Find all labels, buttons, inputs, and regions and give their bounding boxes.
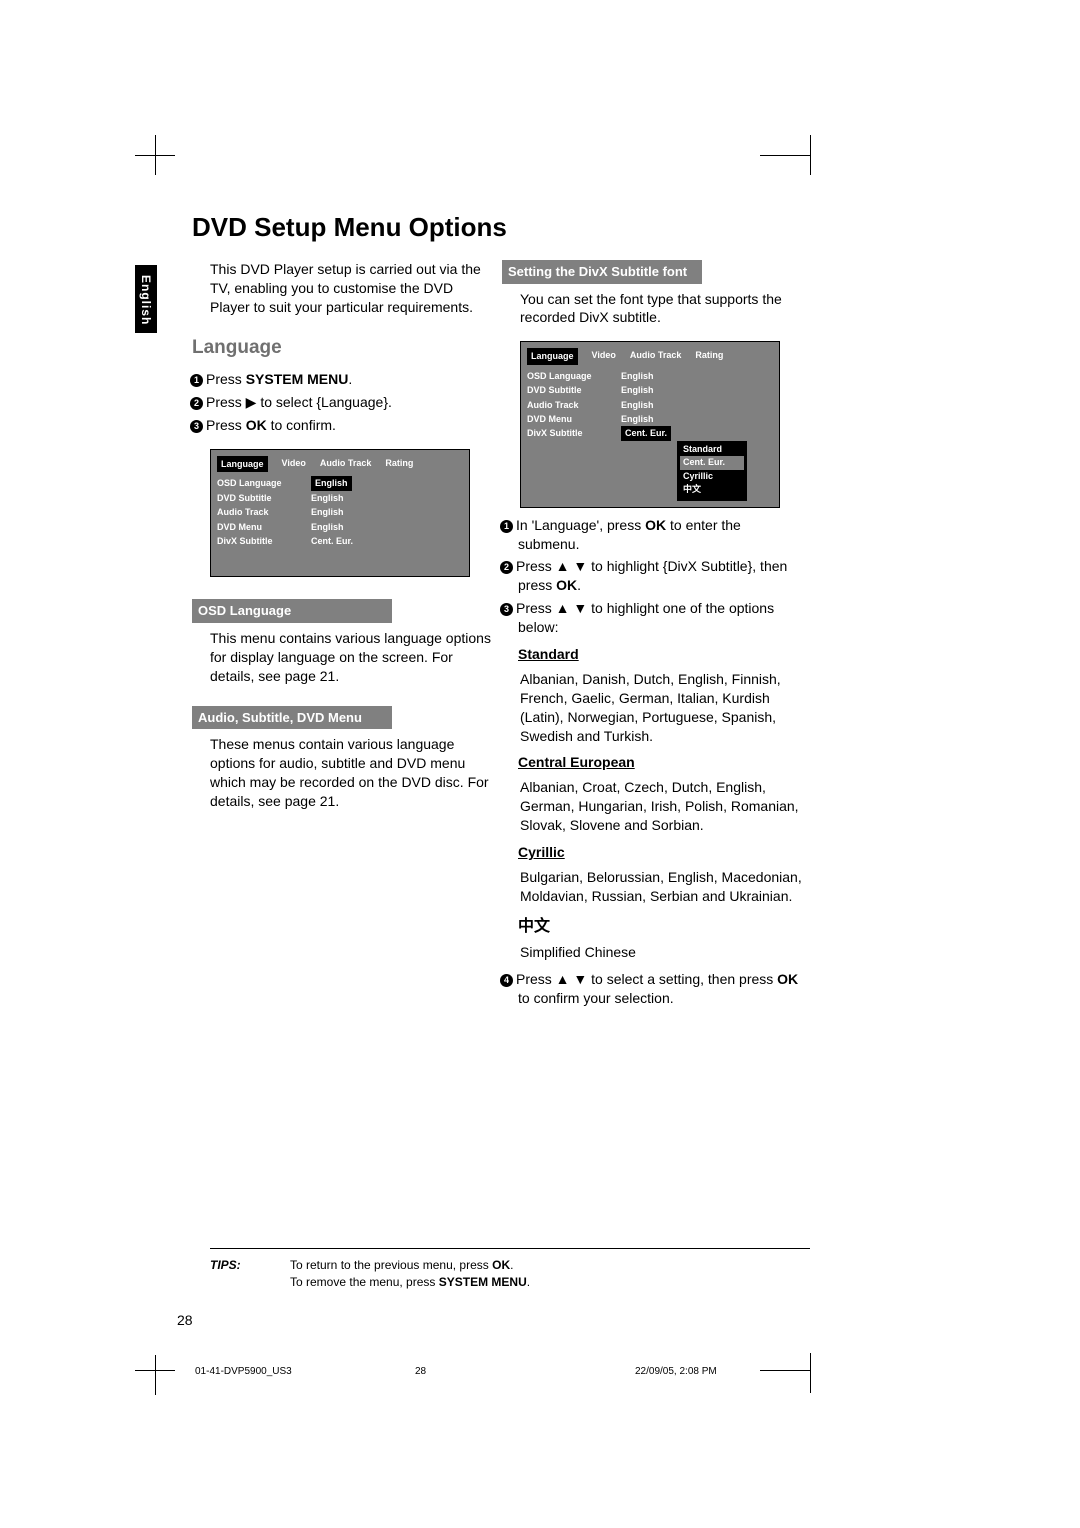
steps-list-right: 1In 'Language', press OK to enter the su… <box>520 516 805 637</box>
step-item: 4Press ▲ ▼ to select a setting, then pre… <box>518 970 805 1008</box>
osd-text: This menu contains various language opti… <box>210 629 495 686</box>
option-standard-body: Albanian, Danish, Dutch, English, Finnis… <box>520 670 805 746</box>
tips-body: To return to the previous menu, press OK… <box>290 1257 810 1291</box>
step4-list: 4Press ▲ ▼ to select a setting, then pre… <box>520 970 805 1008</box>
option-chinese-body: Simplified Chinese <box>520 943 805 962</box>
footer-date: 22/09/05, 2:08 PM <box>635 1366 717 1377</box>
step-number-icon: 4 <box>500 974 513 987</box>
step-item: 2Press ▶ to select {Language}. <box>208 393 495 412</box>
footer-page: 28 <box>415 1366 635 1377</box>
subheading-osd: OSD Language <box>192 599 392 623</box>
step-item: 3Press ▲ ▼ to highlight one of the optio… <box>518 599 805 637</box>
step-item: 3Press OK to confirm. <box>208 416 495 435</box>
step-item: 1Press SYSTEM MENU. <box>208 370 495 389</box>
step-item: 2Press ▲ ▼ to highlight {DivX Subtitle},… <box>518 557 805 595</box>
step-item: 1In 'Language', press OK to enter the su… <box>518 516 805 554</box>
option-chinese-title: 中文 <box>518 916 805 938</box>
tips-label: TIPS: <box>210 1257 290 1291</box>
option-cyrillic-body: Bulgarian, Belorussian, English, Macedon… <box>520 868 805 906</box>
section-language: Language <box>192 335 495 361</box>
subheading-audio: Audio, Subtitle, DVD Menu <box>192 706 392 730</box>
divx-intro: You can set the font type that supports … <box>520 290 805 328</box>
language-tab: English <box>135 265 157 333</box>
crop-mark <box>810 135 811 175</box>
step-number-icon: 3 <box>190 420 203 433</box>
footer: 01-41-DVP5900_US3 28 22/09/05, 2:08 PM <box>195 1366 820 1377</box>
option-central-body: Albanian, Croat, Czech, Dutch, English, … <box>520 778 805 835</box>
page-number: 28 <box>177 1312 193 1328</box>
step-number-icon: 1 <box>190 374 203 387</box>
option-standard-title: Standard <box>518 645 805 664</box>
audio-text: These menus contain various language opt… <box>210 735 495 811</box>
crop-mark <box>760 155 810 156</box>
step-number-icon: 2 <box>500 561 513 574</box>
step-number-icon: 2 <box>190 397 203 410</box>
subheading-divx: Setting the DivX Subtitle font <box>502 260 702 284</box>
page-title: DVD Setup Menu Options <box>192 212 507 243</box>
step-number-icon: 1 <box>500 520 513 533</box>
crop-mark <box>155 135 156 175</box>
step-number-icon: 3 <box>500 603 513 616</box>
option-central-title: Central European <box>518 753 805 772</box>
menu-screenshot-1: LanguageVideoAudio TrackRatingOSD Langua… <box>210 449 470 577</box>
intro-text: This DVD Player setup is carried out via… <box>210 260 495 317</box>
tips-section: TIPS: To return to the previous menu, pr… <box>210 1248 810 1291</box>
option-cyrillic-title: Cyrillic <box>518 843 805 862</box>
crop-mark <box>155 1355 156 1395</box>
menu-screenshot-2: LanguageVideoAudio TrackRatingOSD Langua… <box>520 341 780 507</box>
footer-file: 01-41-DVP5900_US3 <box>195 1366 415 1377</box>
steps-list: 1Press SYSTEM MENU. 2Press ▶ to select {L… <box>210 370 495 435</box>
